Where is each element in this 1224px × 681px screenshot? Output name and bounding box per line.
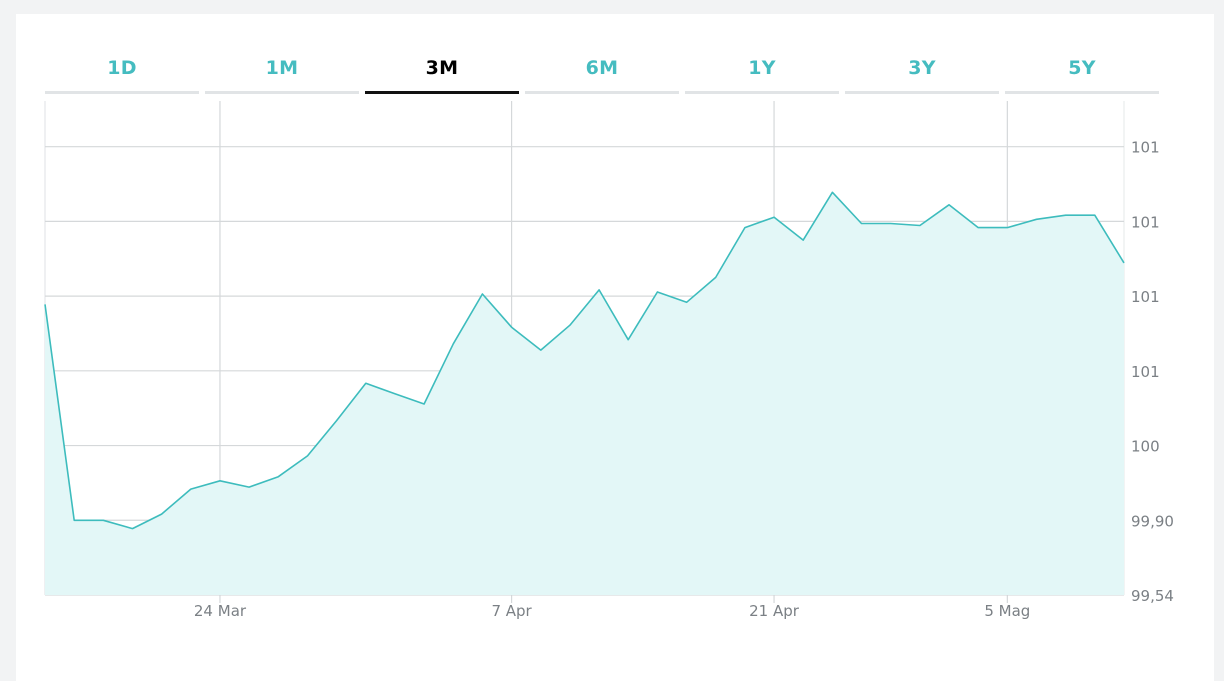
data-point: [859, 221, 864, 226]
data-point: [43, 302, 48, 307]
data-point: [1122, 260, 1127, 265]
data-point: [655, 289, 660, 294]
tab-label: 3Y: [908, 57, 936, 79]
price-area-fill: [45, 192, 1124, 596]
tab-label: 5Y: [1068, 57, 1096, 79]
y-axis: 99,54 99,90 100 101 101 101 101: [1131, 139, 1174, 605]
x-axis: 24 Mar 7 Apr 21 Apr 5 Mag: [194, 602, 1030, 620]
data-point: [597, 287, 602, 292]
tab-1m[interactable]: 1M: [205, 50, 359, 94]
tab-underline: [45, 91, 199, 94]
data-point: [830, 190, 835, 195]
tab-underline: [685, 91, 839, 94]
data-point: [188, 487, 193, 492]
data-point: [101, 518, 106, 523]
tab-underline: [1005, 91, 1159, 94]
price-line: [44, 191, 1125, 530]
tab-underline: [205, 91, 359, 94]
data-point: [947, 202, 952, 207]
range-tabs: 1D 1M 3M 6M 1Y 3Y 5Y: [45, 50, 1167, 94]
data-point: [363, 381, 368, 386]
y-tick-label: 101: [1131, 213, 1160, 231]
x-tick-label: 7 Apr: [491, 602, 532, 620]
tab-3m[interactable]: 3M: [365, 50, 519, 94]
data-point: [276, 474, 281, 479]
data-point: [1034, 217, 1039, 222]
tab-underline: [845, 91, 999, 94]
data-point: [917, 223, 922, 228]
tab-1y[interactable]: 1Y: [685, 50, 839, 94]
tab-5y[interactable]: 5Y: [1005, 50, 1159, 94]
tab-underline: [365, 91, 519, 94]
data-point: [538, 348, 543, 353]
data-point: [1092, 213, 1097, 218]
y-tick-label: 99,90: [1131, 512, 1174, 530]
tab-1d[interactable]: 1D: [45, 50, 199, 94]
data-point: [976, 225, 981, 230]
data-point: [72, 518, 77, 523]
tab-label: 1D: [107, 57, 137, 79]
data-point: [713, 275, 718, 280]
tab-6m[interactable]: 6M: [525, 50, 679, 94]
y-tick-label: 100: [1131, 438, 1160, 456]
data-point: [451, 341, 456, 346]
data-point: [1063, 213, 1068, 218]
y-tick-label: 101: [1131, 139, 1160, 157]
data-point: [305, 453, 310, 458]
data-point: [130, 526, 135, 531]
data-point: [742, 225, 747, 230]
x-tick-label: 5 Mag: [984, 602, 1030, 620]
y-tick-label: 99,54: [1131, 587, 1174, 605]
data-point: [159, 512, 164, 517]
data-point: [626, 337, 631, 342]
data-point: [1005, 225, 1010, 230]
tab-label: 3M: [425, 57, 459, 79]
tab-label: 1M: [265, 57, 299, 79]
tab-3y[interactable]: 3Y: [845, 50, 999, 94]
x-tick-label: 24 Mar: [194, 602, 247, 620]
tab-underline: [525, 91, 679, 94]
data-point: [801, 238, 806, 243]
data-point: [480, 292, 485, 297]
data-point: [217, 478, 222, 483]
data-point: [888, 221, 893, 226]
data-point: [509, 325, 514, 330]
tab-label: 6M: [585, 57, 619, 79]
x-tick-label: 21 Apr: [749, 602, 800, 620]
data-point: [684, 300, 689, 305]
data-point: [422, 402, 427, 407]
data-point: [247, 485, 252, 490]
data-point: [334, 418, 339, 423]
y-tick-label: 101: [1131, 363, 1160, 381]
data-point: [392, 391, 397, 396]
data-point: [772, 215, 777, 220]
data-point: [567, 323, 572, 328]
y-tick-label: 101: [1131, 288, 1160, 306]
tab-label: 1Y: [748, 57, 776, 79]
